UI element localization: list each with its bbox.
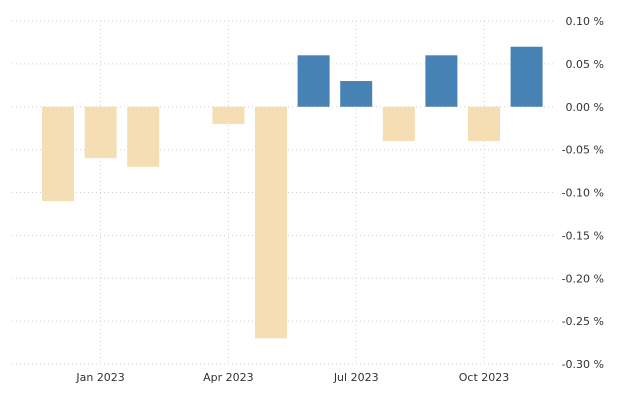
bar bbox=[425, 55, 458, 107]
y-tick-label: -0.15 % bbox=[562, 229, 604, 242]
y-tick-label: -0.05 % bbox=[562, 144, 604, 157]
x-tick-label: Apr 2023 bbox=[203, 371, 254, 384]
bar bbox=[382, 106, 415, 142]
y-tick-label: -0.10 % bbox=[562, 187, 604, 200]
y-tick-label: -0.25 % bbox=[562, 315, 604, 328]
bar bbox=[84, 106, 117, 159]
bar bbox=[510, 46, 543, 107]
y-axis-labels: 0.10 % 0.05 % 0.00 % -0.05 % -0.10 % -0.15 % -… bbox=[562, 15, 604, 371]
x-tick-label: Jan 2023 bbox=[75, 371, 124, 384]
y-tick-label: -0.30 % bbox=[562, 358, 604, 371]
bar bbox=[42, 106, 74, 202]
y-tick-label: 0.00 % bbox=[566, 101, 604, 114]
bars bbox=[42, 46, 543, 339]
y-tick-label: -0.20 % bbox=[562, 272, 604, 285]
bar bbox=[297, 55, 330, 107]
y-tick-label: 0.05 % bbox=[566, 58, 604, 71]
x-axis-labels: Jan 2023 Apr 2023 Jul 2023 Oct 2023 bbox=[75, 371, 509, 384]
y-tick-label: 0.10 % bbox=[566, 15, 604, 28]
bar bbox=[468, 106, 500, 142]
bar bbox=[212, 106, 245, 124]
bar bbox=[255, 106, 287, 339]
x-tick-label: Oct 2023 bbox=[459, 371, 510, 384]
x-tick-label: Jul 2023 bbox=[333, 371, 379, 384]
bar bbox=[340, 81, 373, 107]
bar bbox=[127, 106, 160, 167]
